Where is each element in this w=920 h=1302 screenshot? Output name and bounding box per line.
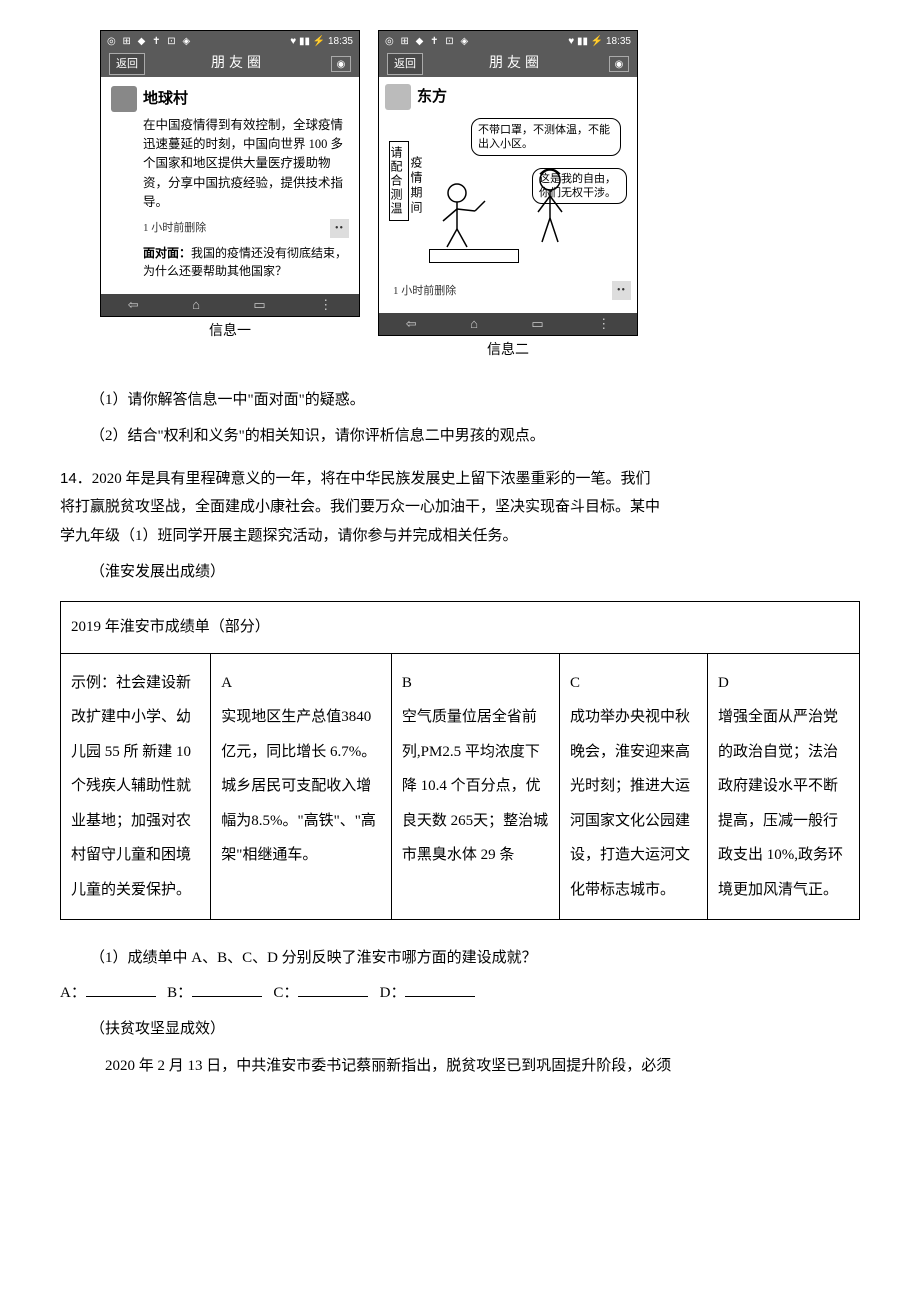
table-cell: 示例：社会建设新 改扩建中小学、幼儿园 55 所 新建 10个残疾人辅助性就业基… [61,653,211,920]
back-button[interactable]: 返回 [109,53,145,76]
blank-label-d: D： [380,985,406,1001]
navbar-left: 返回 朋友圈 ◉ [101,51,359,77]
blank-a[interactable] [86,980,156,997]
comment-left: 面对面：我国的疫情还没有彻底结束，为什么还要帮助其他国家？ [143,245,349,280]
nav-back-icon-r[interactable]: ⇦ [406,312,417,337]
comment-label: 面对面： [143,246,191,260]
caption-left: 信息一 [100,317,360,349]
q-sub1: （1）请你解答信息一中"面对面"的疑惑。 [60,386,860,415]
blank-label-a: A： [60,985,86,1001]
table-title: 2019 年淮安市成绩单（部分） [61,601,860,653]
drawing: 不带口罩，不测体温，不能出入小区。 这是我的自由，你们无权干涉。 请配合测温 疫… [385,116,631,271]
q14-p1-line: 14．2020 年是具有里程碑意义的一年，将在中华民族发展史上留下浓墨重彩的一笔… [60,465,860,494]
post-user-right: 东方 [417,83,447,112]
blank-d[interactable] [405,980,475,997]
status-icons-left: ◎ ⊞ ◆ ✝ ⊡ ◈ [107,32,192,51]
avatar-icon [111,86,137,112]
q14-p2: 将打赢脱贫攻坚战，全面建成小康社会。我们要万众一心加油干，坚决实现奋斗目标。某中 [60,493,860,522]
camera-icon[interactable]: ◉ [331,56,351,72]
bottombar-right: ⇦ ⌂ ▭ ⋮ [379,313,637,335]
blank-c[interactable] [298,980,368,997]
post-meta-left: 1 小时前删除 •• [143,218,349,239]
table-cell: B 空气质量位居全省前列,PM2.5 平均浓度下降 10.4 个百分点，优良天数… [391,653,559,920]
nav-title-r: 朋友圈 [489,51,543,78]
back-button-r[interactable]: 返回 [387,53,423,76]
phone-right-wrap: ◎ ⊞ ◆ ✝ ⊡ ◈ ♥ ▮▮ ⚡ 18:35 返回 朋友圈 ◉ 东方 不带口… [378,30,638,368]
section2-title: （扶贫攻坚显成效） [60,1015,860,1044]
desk [429,249,519,263]
status-right-r: ♥ ▮▮ ⚡ 18:35 [568,32,631,51]
nav-title: 朋友圈 [211,51,265,78]
nav-recent-icon[interactable]: ▭ [253,293,265,318]
q-sub2: （2）结合"权利和义务"的相关知识，请你评析信息二中男孩的观点。 [60,422,860,451]
bottombar-left: ⇦ ⌂ ▭ ⋮ [101,294,359,316]
blank-b[interactable] [192,980,262,997]
nav-menu-icon[interactable]: ⋮ [319,293,332,318]
statusbar-right: ◎ ⊞ ◆ ✝ ⊡ ◈ ♥ ▮▮ ⚡ 18:35 [379,31,637,51]
table-cell: C 成功举办央视中秋晚会，淮安迎来高光时刻；推进大运河国家文化公园建设，打造大运… [559,653,707,920]
q14-sub1: （1）成绩单中 A、B、C、D 分别反映了淮安市哪方面的建设成就？ [60,944,860,973]
blanks-line: A： B： C： D： [60,979,860,1008]
section1-title: （淮安发展出成绩） [60,558,860,587]
q14-last: 2020 年 2 月 13 日，中共淮安市委书记蔡丽新指出，脱贫攻坚已到巩固提升… [60,1052,860,1081]
phone-left-wrap: ◎ ⊞ ◆ ✝ ⊡ ◈ ♥ ▮▮ ⚡ 18:35 返回 朋友圈 ◉ 地球村 在中… [100,30,360,368]
post-meta-right: 1 小时前删除 •• [393,281,631,302]
dots-icon-r[interactable]: •• [612,281,631,300]
blank-label-c: C： [273,985,298,1001]
status-icons-left-r: ◎ ⊞ ◆ ✝ ⊡ ◈ [385,32,470,51]
phone-right: ◎ ⊞ ◆ ✝ ⊡ ◈ ♥ ▮▮ ⚡ 18:35 返回 朋友圈 ◉ 东方 不带口… [378,30,638,336]
post-body-left: 在中国疫情得到有效控制，全球疫情迅速蔓延的时刻，中国向世界 100 多个国家和地… [143,116,349,213]
q14-p3: 学九年级（1）班同学开展主题探究活动，请你参与并完成相关任务。 [60,522,860,551]
nav-back-icon[interactable]: ⇦ [128,293,139,318]
post-head-r: 东方 [385,83,631,112]
boy-figure [528,166,573,246]
nav-home-icon[interactable]: ⌂ [192,293,200,318]
score-table: 2019 年淮安市成绩单（部分） 示例：社会建设新 改扩建中小学、幼儿园 55 … [60,601,860,921]
guard-figure [435,181,490,251]
status-right: ♥ ▮▮ ⚡ 18:35 [290,32,353,51]
post-user-left: 地球村 [143,85,188,114]
feed-right: 东方 不带口罩，不测体温，不能出入小区。 这是我的自由，你们无权干涉。 请配合测… [379,77,637,303]
dots-icon[interactable]: •• [330,219,349,238]
feed-left: 地球村 在中国疫情得到有效控制，全球疫情迅速蔓延的时刻，中国向世界 100 多个… [101,77,359,284]
phone-left: ◎ ⊞ ◆ ✝ ⊡ ◈ ♥ ▮▮ ⚡ 18:35 返回 朋友圈 ◉ 地球村 在中… [100,30,360,317]
table-cell: A 实现地区生产总值3840 亿元，同比增长 6.7%。城乡居民可支配收入增幅为… [211,653,392,920]
statusbar-left: ◎ ⊞ ◆ ✝ ⊡ ◈ ♥ ▮▮ ⚡ 18:35 [101,31,359,51]
post-head: 地球村 [111,85,349,114]
nav-menu-icon-r[interactable]: ⋮ [597,312,610,337]
camera-icon-r[interactable]: ◉ [609,56,629,72]
speech-bubble-guard: 不带口罩，不测体温，不能出入小区。 [471,118,621,157]
caption-right: 信息二 [378,336,638,368]
table-cell: D 增强全面从严治党的政治自觉；法治政府建设水平不断提高，压减一般行政支出 10… [707,653,859,920]
meta-text-r: 1 小时前删除 [393,281,456,302]
meta-text: 1 小时前删除 [143,218,206,239]
table-row: 示例：社会建设新 改扩建中小学、幼儿园 55 所 新建 10个残疾人辅助性就业基… [61,653,860,920]
q14-num: 14． [60,470,92,487]
navbar-right: 返回 朋友圈 ◉ [379,51,637,77]
q14-p1: 2020 年是具有里程碑意义的一年，将在中华民族发展史上留下浓墨重彩的一笔。我们 [92,471,651,487]
nav-recent-icon-r[interactable]: ▭ [531,312,543,337]
nav-home-icon-r[interactable]: ⌂ [470,312,478,337]
sign-box-2: 疫情期间 [413,156,427,216]
avatar-icon-r [385,84,411,110]
blank-label-b: B： [167,985,192,1001]
screenshots-row: ◎ ⊞ ◆ ✝ ⊡ ◈ ♥ ▮▮ ⚡ 18:35 返回 朋友圈 ◉ 地球村 在中… [100,30,860,368]
